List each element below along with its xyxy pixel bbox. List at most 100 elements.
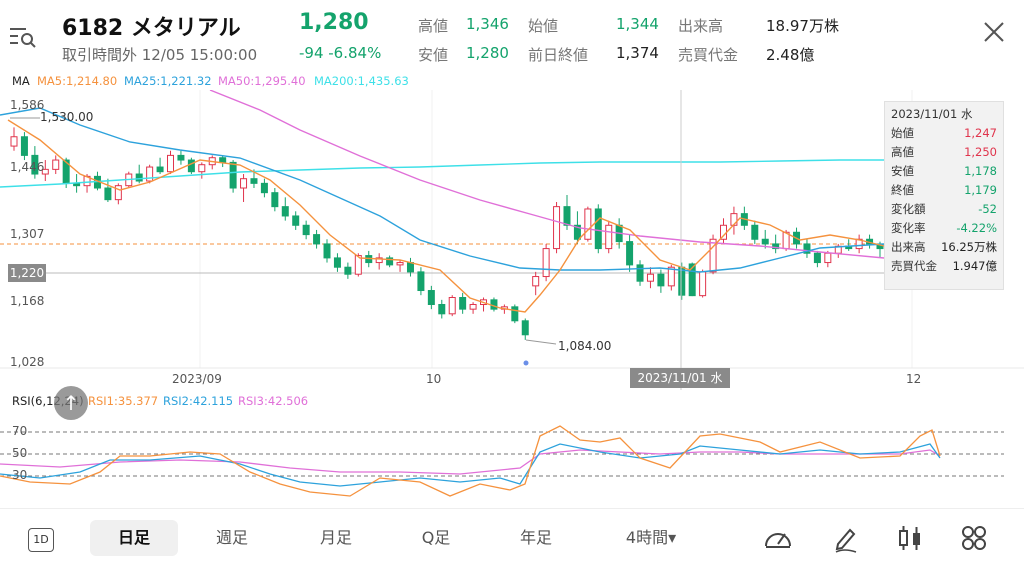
tooltip-key: 安値 (891, 164, 914, 178)
ohlc-tooltip: 2023/11/01 水 始値 1,247 高値 1,250 安値 1,178 終値 1… (884, 101, 1004, 290)
rsi-level-50: 50 (12, 446, 28, 460)
candle (657, 273, 665, 287)
ma25-line (0, 107, 885, 273)
candle (542, 248, 550, 278)
candle (146, 166, 154, 182)
candle (626, 241, 634, 266)
price-chart[interactable] (0, 90, 1024, 390)
draw-pen-icon[interactable] (830, 522, 862, 554)
candle (10, 136, 18, 147)
candle (375, 257, 383, 264)
candle (448, 297, 456, 315)
stat-low-label: 安値 (418, 46, 449, 64)
rsi2-line (0, 443, 941, 487)
tab-4hour-dropdown[interactable]: 4時間▾ (625, 528, 677, 547)
rsi1-line (0, 425, 941, 497)
candle (323, 243, 331, 259)
candle (584, 208, 592, 240)
candle (52, 159, 60, 170)
x-tick-oct: 10 (426, 372, 442, 386)
candle (156, 166, 164, 173)
candle (427, 290, 435, 305)
candle (573, 224, 581, 240)
candle (354, 255, 362, 275)
candle (532, 276, 540, 287)
candle (709, 238, 717, 273)
crosshair-date-label: 2023/11/01 水 (630, 368, 730, 388)
y-tick-5: 1,028 (10, 355, 45, 369)
stat-open-value: 1,344 (616, 15, 659, 33)
rsi3-legend: RSI3:42.506 (238, 394, 309, 408)
candle (396, 262, 404, 266)
candle (292, 215, 300, 226)
candle (667, 266, 675, 287)
rsi3-line (0, 449, 941, 475)
high-annotation: 1,530.00 (40, 110, 94, 124)
menu-search-icon[interactable] (8, 26, 38, 48)
candle (646, 273, 654, 282)
crosshair-handle-icon[interactable]: ↑ (54, 386, 88, 420)
candle (438, 303, 446, 315)
stat-prevclose-label: 前日終値 (528, 46, 589, 64)
candle (761, 238, 769, 245)
candle (104, 187, 112, 201)
ma200-line (0, 159, 884, 188)
stat-volume-label: 出来高 (678, 17, 724, 35)
stat-low-value: 1,280 (466, 44, 509, 62)
tooltip-value: -52 (978, 202, 997, 216)
candle-style-icon[interactable] (894, 522, 926, 554)
tab-daily[interactable]: 日足 (90, 520, 178, 556)
x-tick-dec: 12 (906, 372, 922, 386)
candle (177, 154, 185, 161)
crosshair-price-label: 1,220 (8, 264, 46, 282)
session-status: 取引時間外 12/05 15:00:00 (62, 46, 258, 64)
rsi-level-30: 30 (12, 468, 28, 482)
stat-high-value: 1,346 (466, 15, 509, 33)
candle (803, 243, 811, 254)
tab-weekly[interactable]: 週足 (215, 528, 248, 547)
rsi-chart[interactable] (0, 412, 1024, 508)
candle (772, 243, 780, 250)
rsi2-legend: RSI2:42.115 (163, 394, 234, 408)
tooltip-date: 2023/11/01 水 (891, 107, 973, 121)
y-tick-1: 1,586 (10, 98, 45, 112)
candle (302, 224, 310, 236)
candle (688, 263, 696, 297)
candle (229, 161, 237, 189)
stock-title: 6182 メタリアル (62, 16, 241, 41)
tab-quarterly[interactable]: Q足 (421, 528, 451, 547)
tooltip-value: -4.22% (956, 221, 997, 235)
candle (386, 257, 394, 266)
candle (281, 206, 289, 217)
tooltip-key: 終値 (891, 183, 914, 197)
tab-monthly[interactable]: 月足 (319, 528, 352, 547)
candle (678, 266, 686, 296)
grid-menu-icon[interactable] (958, 522, 990, 554)
stat-turnover-label: 売買代金 (678, 46, 739, 64)
intraday-1d-icon[interactable]: 1D (28, 528, 54, 552)
candle (699, 271, 707, 297)
speedometer-icon[interactable] (762, 522, 794, 554)
candle (417, 271, 425, 292)
tooltip-key: 売買代金 (891, 259, 937, 273)
tooltip-key: 出来高 (891, 240, 926, 254)
close-icon[interactable] (982, 20, 1006, 50)
x-tick-sep: 2023/09 (172, 372, 222, 386)
candle (521, 320, 529, 336)
candle (636, 264, 644, 282)
tab-yearly[interactable]: 年足 (519, 528, 552, 547)
candle (563, 206, 571, 226)
candle (250, 178, 258, 184)
price-change: -94 -6.84% (299, 44, 382, 62)
candle (31, 154, 39, 175)
tooltip-value: 1.947億 (952, 259, 997, 273)
candle (114, 185, 122, 201)
tooltip-value: 1,247 (964, 126, 997, 140)
tooltip-value: 16.25万株 (941, 240, 997, 254)
candle (490, 299, 498, 310)
candle (333, 257, 341, 268)
candle (167, 154, 175, 173)
candle (344, 266, 352, 275)
ma5-line (7, 119, 885, 313)
candle (751, 224, 759, 240)
